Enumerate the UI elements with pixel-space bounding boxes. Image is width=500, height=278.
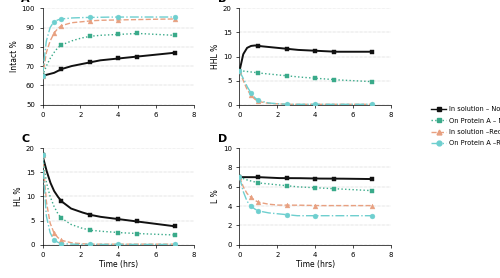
Y-axis label: HL %: HL %: [14, 187, 23, 206]
Legend: In solution – No Redox, On Protein A – No Redox, In solution –Redox, On Protein : In solution – No Redox, On Protein A – N…: [432, 106, 500, 147]
X-axis label: Time (hrs): Time (hrs): [296, 260, 335, 269]
Text: C: C: [22, 134, 30, 144]
Y-axis label: HHL %: HHL %: [211, 44, 220, 69]
Text: D: D: [218, 134, 228, 144]
Text: A: A: [22, 0, 30, 4]
Y-axis label: Intact %: Intact %: [10, 41, 18, 73]
X-axis label: Time (hrs): Time (hrs): [98, 260, 138, 269]
Text: B: B: [218, 0, 226, 4]
Y-axis label: L %: L %: [211, 190, 220, 203]
